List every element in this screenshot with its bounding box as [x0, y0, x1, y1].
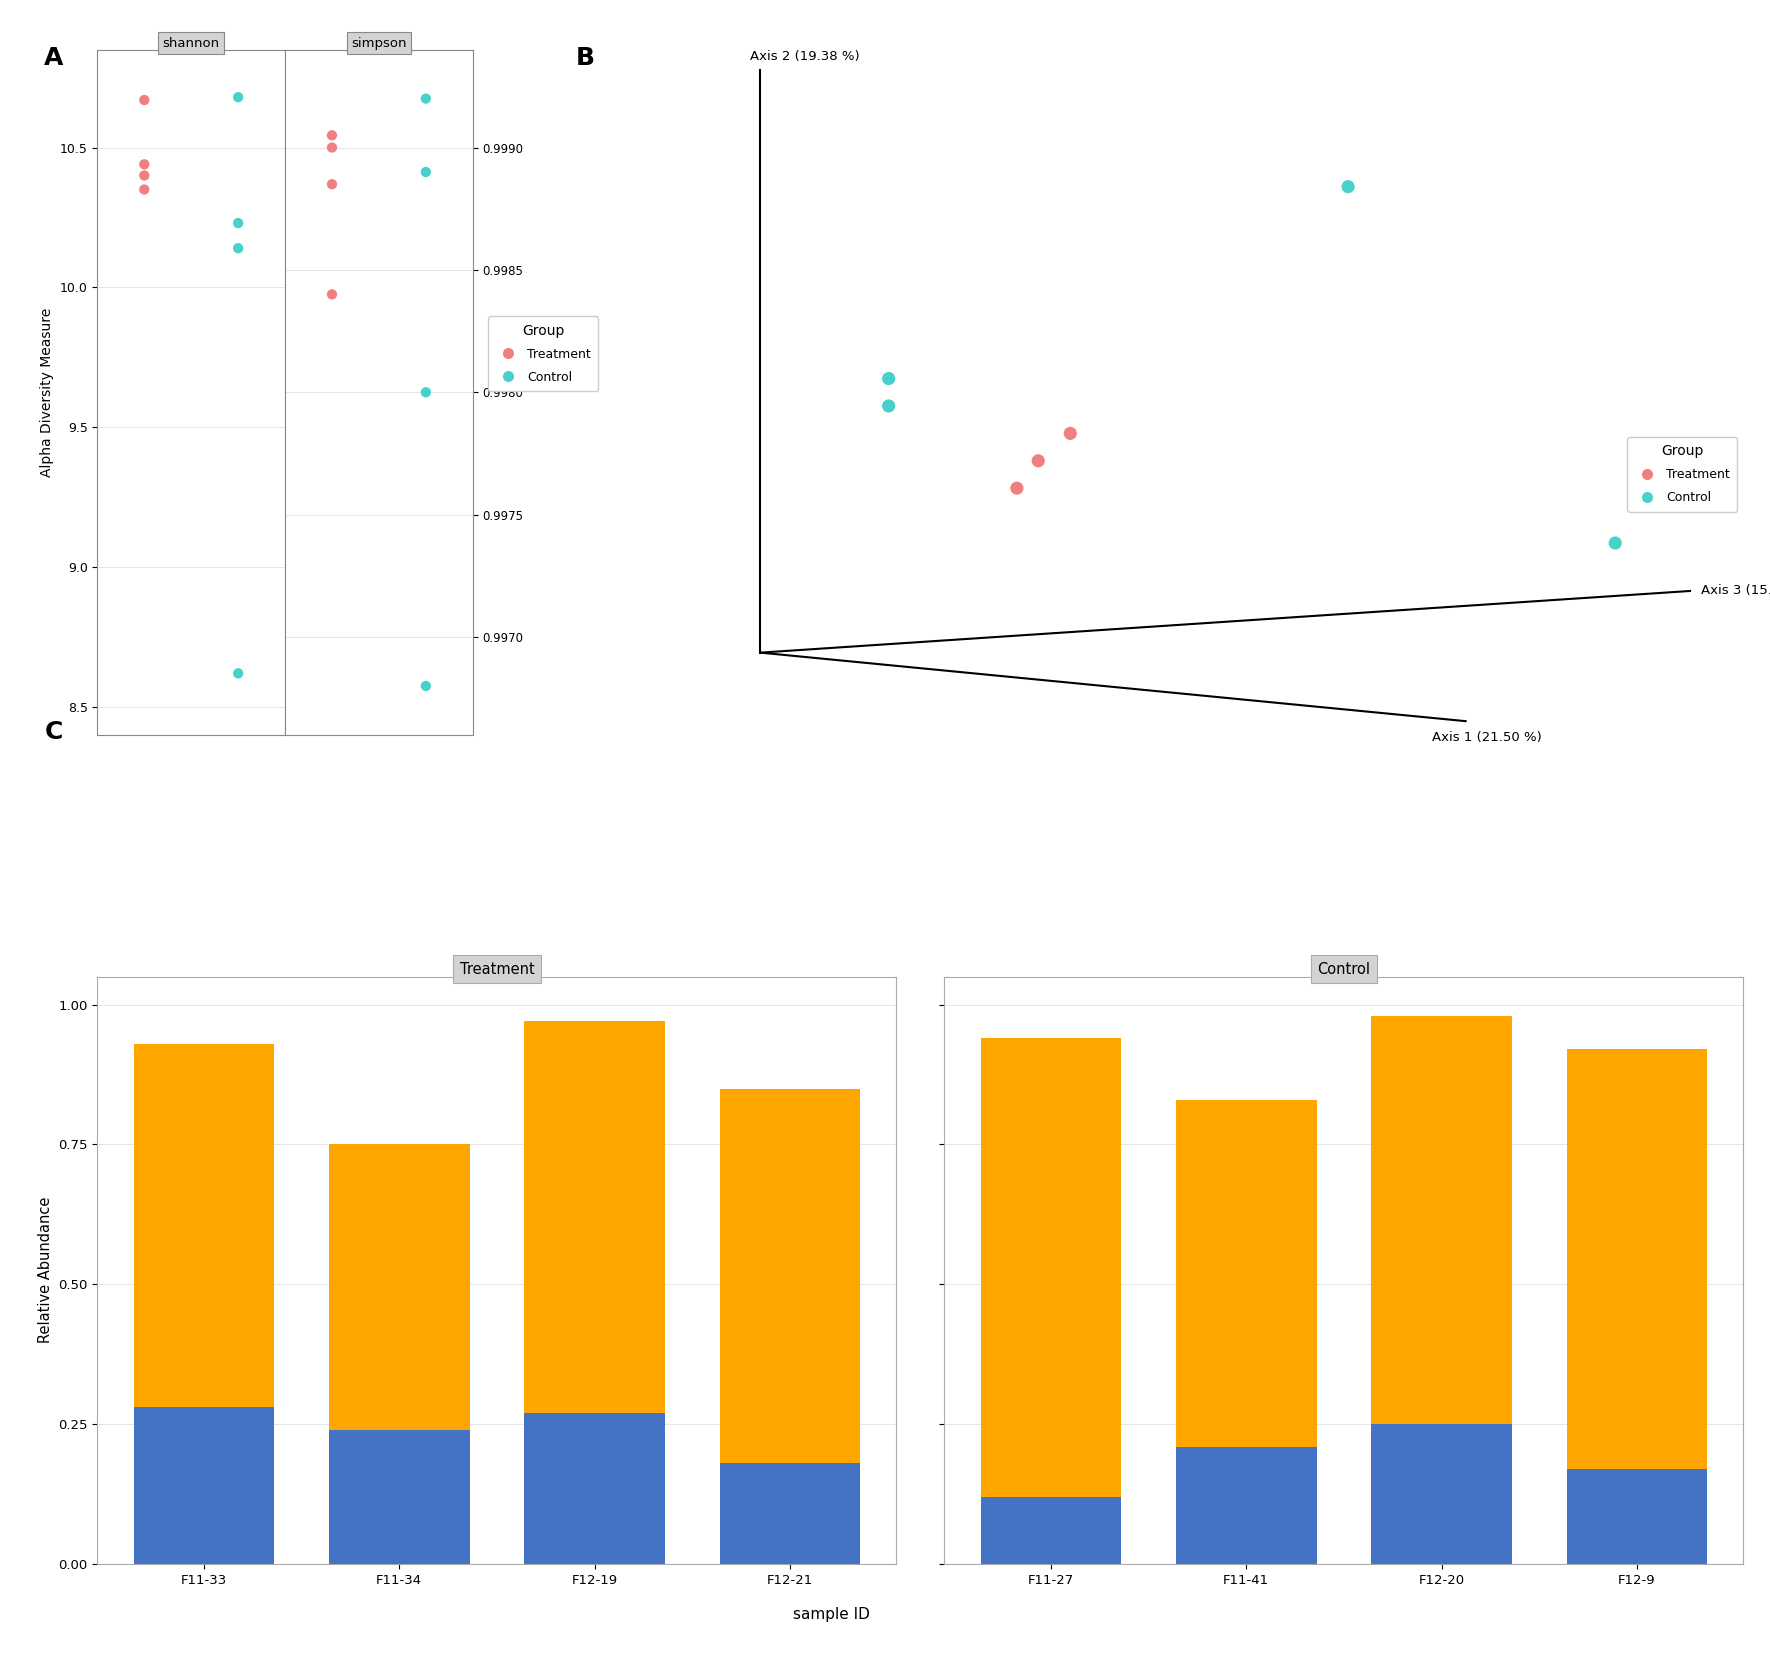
Bar	[1566, 1470, 1706, 1564]
Bar	[135, 1044, 274, 1407]
Point	[225, 660, 253, 687]
Bar	[720, 1089, 860, 1463]
Bar	[329, 1145, 469, 1430]
Bar	[1566, 1049, 1706, 1470]
Point	[131, 175, 159, 202]
Text: Axis 3 (15.32 %): Axis 3 (15.32 %)	[1701, 584, 1770, 597]
Text: sample ID: sample ID	[793, 1607, 871, 1622]
Title: Control: Control	[1317, 962, 1370, 976]
Bar	[981, 1038, 1120, 1496]
Text: A: A	[44, 46, 64, 71]
Bar	[524, 1021, 666, 1413]
Point	[874, 392, 903, 419]
Point	[131, 86, 159, 113]
Y-axis label: Relative Abundance: Relative Abundance	[37, 1197, 53, 1344]
Point	[225, 235, 253, 261]
Text: C: C	[44, 720, 62, 745]
Legend: Treatment, Control: Treatment, Control	[489, 316, 598, 391]
Title: simpson: simpson	[350, 36, 407, 50]
Bar	[524, 1413, 666, 1564]
Bar	[1175, 1446, 1317, 1564]
Point	[225, 210, 253, 237]
Point	[1602, 530, 1630, 556]
Point	[319, 122, 347, 149]
Point	[319, 170, 347, 197]
Point	[1025, 447, 1053, 473]
Point	[412, 86, 441, 113]
Point	[1057, 420, 1085, 447]
Y-axis label: Alpha Diversity Measure: Alpha Diversity Measure	[41, 308, 55, 477]
Bar	[135, 1407, 274, 1564]
Point	[319, 281, 347, 308]
Title: shannon: shannon	[163, 36, 219, 50]
Point	[225, 84, 253, 111]
Bar	[1372, 1016, 1512, 1425]
Point	[412, 159, 441, 185]
Point	[1002, 475, 1030, 501]
Bar	[720, 1463, 860, 1564]
Bar	[981, 1496, 1120, 1564]
Point	[131, 151, 159, 177]
Point	[131, 162, 159, 189]
Title: Treatment: Treatment	[460, 962, 535, 976]
Legend: Treatment, Control: Treatment, Control	[1627, 437, 1736, 511]
Text: Axis 1 (21.50 %): Axis 1 (21.50 %)	[1432, 732, 1542, 745]
Text: B: B	[575, 46, 595, 71]
Point	[874, 366, 903, 392]
Point	[412, 379, 441, 405]
Bar	[1372, 1425, 1512, 1564]
Bar	[1175, 1099, 1317, 1446]
Bar	[329, 1430, 469, 1564]
Text: Axis 2 (19.38 %): Axis 2 (19.38 %)	[750, 50, 860, 63]
Point	[412, 672, 441, 698]
Point	[1335, 174, 1363, 200]
Point	[319, 134, 347, 161]
